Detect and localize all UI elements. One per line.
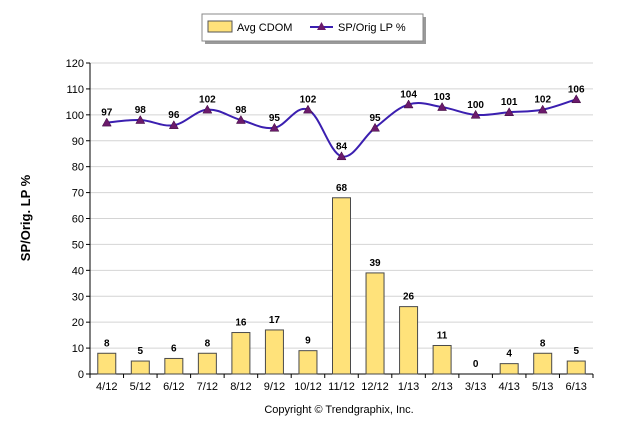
x-tick-label: 4/12 [96, 381, 117, 393]
y-tick-label: 110 [66, 84, 84, 96]
point-marker-icon [235, 115, 246, 124]
bar [432, 344, 452, 375]
bar-data-label: 9 [305, 336, 311, 347]
point-data-label: 102 [300, 95, 317, 106]
point-marker-icon [135, 115, 146, 124]
x-tick-label: 8/12 [230, 381, 251, 393]
y-tick-label: 80 [72, 162, 84, 174]
x-tick-label: 5/12 [130, 381, 151, 393]
bar [264, 329, 284, 375]
bar [197, 352, 217, 375]
bar [332, 197, 351, 375]
x-tick-label: 7/12 [197, 381, 218, 393]
bar-data-label: 8 [205, 338, 211, 349]
bar-data-label: 68 [336, 183, 348, 194]
y-axis-title: SP/Orig. LP % [18, 174, 33, 261]
bar-series [97, 197, 586, 375]
point-data-label: 102 [534, 95, 551, 106]
x-tick-label: 9/12 [264, 381, 285, 393]
bar-data-label: 39 [369, 258, 381, 269]
bar [399, 306, 419, 375]
copyright-text: Copyright © Trendgraphix, Inc. [264, 404, 413, 416]
bar [130, 360, 150, 375]
point-marker-icon [202, 104, 213, 114]
bar-data-label: 17 [269, 315, 281, 326]
legend-swatch-bar [207, 20, 233, 33]
y-tick-label: 120 [66, 58, 84, 70]
bar-data-label: 5 [573, 346, 579, 357]
point-data-label: 106 [568, 84, 585, 95]
bar [231, 332, 251, 375]
y-tick-label: 0 [78, 369, 84, 381]
point-data-label: 95 [369, 113, 381, 124]
point-marker-icon [437, 102, 448, 111]
point-marker-icon [571, 94, 582, 104]
point-data-label: 102 [199, 95, 216, 106]
bar [298, 350, 318, 375]
legend: Avg CDOM SP/Orig LP % [201, 13, 426, 44]
point-marker-icon [370, 122, 380, 132]
point-data-label: 104 [400, 89, 417, 100]
x-tick-label: 11/12 [328, 381, 355, 393]
point-data-label: 96 [168, 110, 180, 121]
y-tick-label: 30 [72, 291, 84, 303]
point-marker-icon [470, 109, 481, 119]
point-marker-icon [504, 107, 515, 116]
x-tick-label: 6/13 [566, 381, 587, 393]
bar-data-label: 6 [171, 343, 177, 354]
point-data-label: 98 [135, 105, 147, 116]
x-tick-label: 3/13 [465, 381, 486, 393]
x-tick-label: 12/12 [361, 381, 389, 393]
bar-data-label: 11 [437, 330, 448, 341]
legend-marker-icon [317, 22, 326, 30]
x-tick-label: 1/13 [398, 381, 419, 393]
y-tick-label: 70 [72, 188, 84, 200]
bar-data-label: 26 [403, 292, 415, 303]
y-tick-label: 40 [72, 265, 84, 277]
point-data-label: 100 [467, 100, 484, 111]
y-tick-label: 90 [72, 136, 84, 148]
point-marker-icon [101, 117, 112, 127]
point-marker-icon [303, 104, 313, 114]
bar [365, 272, 385, 375]
y-tick-label: 20 [72, 317, 84, 329]
point-data-label: 98 [235, 105, 247, 116]
bar-data-label: 16 [235, 318, 247, 329]
bar-data-label: 4 [506, 349, 512, 360]
x-tick-label: 6/12 [163, 381, 184, 393]
y-tick-label: 10 [72, 343, 84, 355]
bar [566, 360, 586, 375]
point-data-label: 103 [434, 92, 451, 103]
point-data-label: 101 [501, 97, 518, 108]
point-marker-icon [168, 120, 179, 129]
bar [533, 352, 553, 375]
point-marker-icon [537, 104, 548, 114]
bar [164, 357, 184, 375]
bar-data-label: 8 [104, 338, 110, 349]
x-tick-label: 10/12 [294, 381, 322, 393]
bar-data-label: 0 [473, 359, 479, 370]
bar [97, 352, 117, 375]
bar [499, 363, 519, 375]
y-tick-label: 60 [72, 214, 84, 226]
legend-label-line: SP/Orig LP % [338, 22, 406, 34]
line-series [101, 94, 582, 161]
x-tick-label: 5/13 [532, 381, 553, 393]
x-tick-label: 2/13 [431, 381, 452, 393]
bar-data-label: 8 [540, 338, 546, 349]
legend-label-bar: Avg CDOM [237, 22, 292, 34]
point-marker-icon [403, 99, 414, 109]
bar-data-label: 5 [138, 346, 144, 357]
point-data-label: 97 [101, 108, 113, 119]
y-tick-label: 50 [72, 239, 84, 251]
point-marker-icon [336, 151, 347, 161]
point-data-label: 95 [269, 113, 281, 124]
point-data-label: 84 [336, 141, 348, 152]
y-tick-label: 100 [66, 110, 84, 122]
x-tick-label: 4/13 [498, 381, 519, 393]
point-marker-icon [269, 122, 280, 132]
